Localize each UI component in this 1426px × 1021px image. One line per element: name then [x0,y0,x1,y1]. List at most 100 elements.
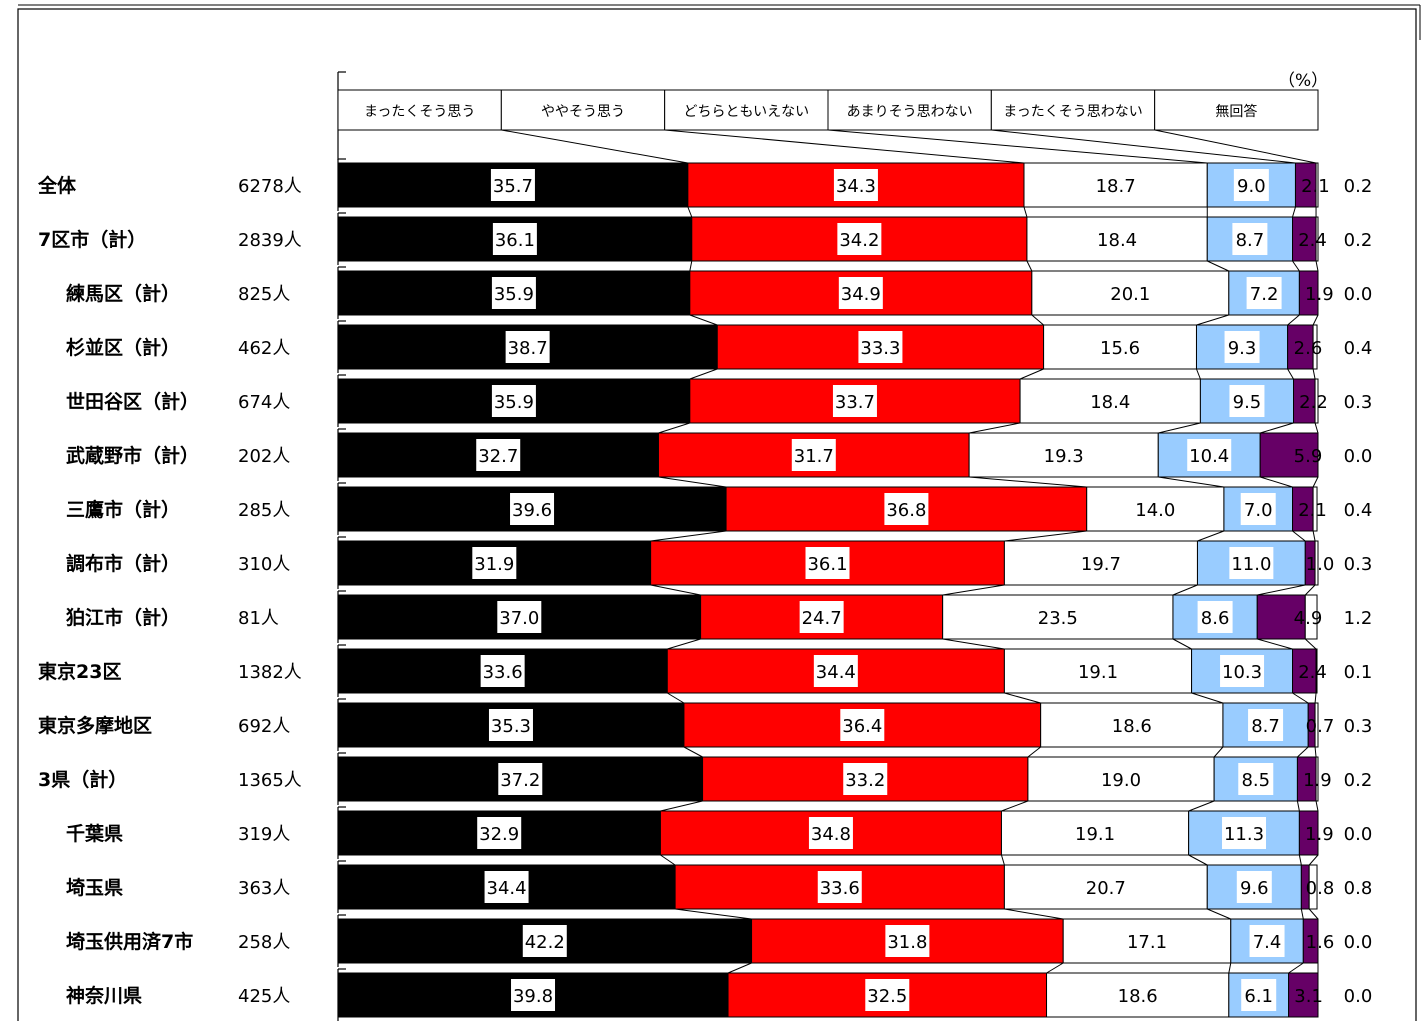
data-label: 19.1 [1075,824,1115,845]
data-label: 11.3 [1224,824,1264,845]
row-label: 埼玉県 [66,876,123,899]
data-label-bg [1197,601,1233,633]
data-label-bg [1248,709,1284,741]
data-label: 31.8 [887,932,927,953]
connector-line [1000,854,1005,866]
row-label: 東京23区 [38,660,121,683]
data-label: 18.7 [1096,176,1136,197]
data-label: 2.2 [1299,392,1328,413]
data-label: 36.4 [842,716,882,737]
connector-line [1207,908,1231,920]
data-label: 36.1 [495,230,535,251]
data-label: 9.0 [1237,176,1266,197]
data-label: 33.7 [835,392,875,413]
connector-line [689,314,718,326]
data-label-bg [884,493,929,525]
connector-line [942,638,1005,650]
connector-line [1312,476,1319,488]
connector-line [1188,800,1215,812]
data-label: 2.6 [1294,338,1323,359]
data-label-bg [1249,925,1285,957]
data-label-bg [511,979,556,1011]
row-label: 神奈川県 [66,984,142,1007]
legend-label: 無回答 [1215,103,1257,120]
data-label-bg [1240,493,1276,525]
data-label: 9.5 [1233,392,1262,413]
data-label-bg [1238,763,1274,795]
legend-connector-line [827,129,1208,164]
data-label: 0.4 [1344,338,1373,359]
row-label: 埼玉供用済7市 [66,930,193,953]
data-label: 38.7 [508,338,548,359]
row-武蔵野市計: 武蔵野市（計） 202人 32.7 31.7 19.3 10.4 5.9 0.0 [66,428,1372,481]
row-label: 練馬区（計） [66,282,180,305]
data-label-bg [1073,817,1118,849]
data-label-bg [477,817,522,849]
row-7区市計: 7区市（計） 2839人 36.1 34.2 18.4 8.7 2.4 0.2 [38,212,1372,265]
row-全体: 全体 6278人 35.7 34.3 18.7 9.0 2.1 0.2 [37,158,1372,211]
legend-connector-line [991,129,1296,164]
data-label-bg [522,925,567,957]
row-count: 202人 [238,446,290,467]
connector-line [1314,692,1317,704]
row-東京多摩地区: 東京多摩地区 692人 35.3 36.4 18.6 8.7 0.7 0.3 [38,698,1373,751]
data-label: 33.2 [845,770,885,791]
data-label: 34.4 [487,878,527,899]
data-label: 0.0 [1344,824,1373,845]
legend-box [337,89,502,131]
data-label-bg [843,763,888,795]
legend-label: ややそう思う [541,104,625,120]
connector-line [1207,260,1230,272]
data-label: 2.4 [1298,230,1327,251]
connector-line [1315,260,1319,272]
data-label: 33.6 [483,662,523,683]
data-label-bg [833,169,878,201]
data-label: 0.8 [1344,878,1373,899]
data-label: 0.3 [1344,716,1373,737]
data-label: 0.0 [1344,284,1373,305]
data-label: 31.9 [474,554,514,575]
data-label: 15.6 [1100,338,1140,359]
connector-line [658,422,690,434]
connector-line [689,260,693,272]
connector-line [1257,638,1293,650]
data-label: 31.7 [794,446,834,467]
data-label: 19.1 [1078,662,1118,683]
connector-line [1260,422,1294,434]
row-3県計: 3県（計） 1365人 37.2 33.2 19.0 8.5 1.9 0.2 [38,752,1372,805]
data-label-bg [1035,601,1080,633]
data-label: 8.7 [1236,230,1265,251]
bar-segment-無回答 [1315,648,1318,694]
data-label: 0.8 [1306,878,1335,899]
data-label: 34.2 [839,230,879,251]
chart-border [17,8,1417,1021]
legend-item-ややそう思う: ややそう思う [500,89,666,131]
data-label: 34.4 [816,662,856,683]
data-label-bg [1236,871,1272,903]
connector-line [969,422,1021,434]
legend: まったくそう思う ややそう思う どちらともいえない あまりそう思わない まったくそう思わ… [337,71,1319,160]
legend-connector-line [1154,129,1317,164]
connector-line [683,746,703,758]
row-埼玉供用済7市: 埼玉供用済7市 258人 42.2 31.8 17.1 7.4 1.6 0.0 [66,914,1372,967]
data-label: 36.8 [886,500,926,521]
row-label: 三鷹市（計） [66,498,180,521]
row-狛江市計: 狛江市（計） 81人 37.0 24.7 23.5 8.6 4.9 1.2 [65,590,1372,643]
connector-line [1213,746,1224,758]
data-label-bg [838,277,883,309]
legend-item-まったくそう思う: まったくそう思う [337,89,502,131]
bar-segment-まったくそう思わない [1302,918,1319,964]
data-label: 5.9 [1294,446,1323,467]
data-label-bg [808,817,853,849]
connector-line [1296,800,1300,812]
connector-line [1312,368,1316,380]
connector-line [687,206,693,218]
connector-line [1004,908,1064,920]
connector-line [1287,368,1294,380]
row-count: 258人 [238,932,290,953]
bar-segment-無回答 [1315,162,1319,208]
data-label-bg [817,871,862,903]
connector-line [1292,530,1306,542]
bar-segment-無回答 [1312,324,1318,370]
